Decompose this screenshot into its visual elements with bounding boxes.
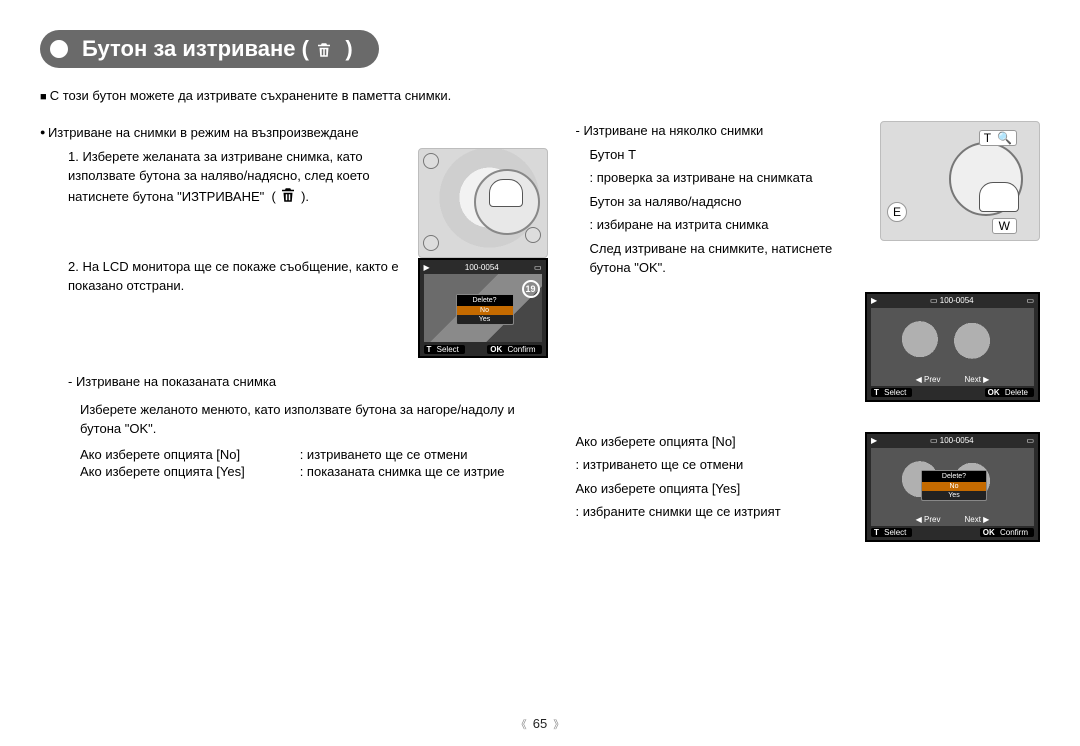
left-column: Изтриване на снимки в режим на възпроизв… <box>40 121 548 542</box>
trash-icon <box>315 41 333 59</box>
step1-text: 1. Изберете желаната за изтриване снимка… <box>68 148 404 207</box>
right-no-label: Ако изберете опцията [No] <box>576 432 851 452</box>
lcd-mock-multi-select: ▶▭ 100-0054▭ ◀ Prev Next ▶ T Select OK D… <box>865 292 1040 402</box>
lcd-mock-confirm-delete: ▶▭ 100-0054▭ Delete? No Yes ◀ Prev Next … <box>865 432 1040 542</box>
outcome-no-label: Ако изберете опцията [No] <box>80 447 288 462</box>
trash-icon <box>279 186 297 204</box>
right-btn-lr: Бутон за наляво/надясно <box>590 192 866 212</box>
right-btn-lr-desc: : избиране на изтрита снимка <box>590 215 866 235</box>
outcome-left: Ако изберете опцията [No] : изтриването … <box>80 447 548 479</box>
sub-delete-shown-body: Изберете желаното менюто, като използват… <box>80 400 548 439</box>
page-title: Бутон за изтриване <box>82 36 296 62</box>
badge-count: 19 <box>522 280 540 298</box>
lcd-mock-delete-dialog: ▶100-0054▭ 19 Delete? No Yes T Select OK… <box>418 258 548 358</box>
right-btn-t: Бутон T <box>590 145 866 165</box>
right-yes-label: Ако изберете опцията [Yes] <box>576 479 851 499</box>
camera-back-illustration <box>418 148 548 258</box>
title-icon-parens: ( ) <box>296 36 353 62</box>
right-no-result: : изтриването ще се отмени <box>576 455 851 475</box>
outcome-yes-result: : показаната снимка ще се изтрие <box>300 464 548 479</box>
page-header: Бутон за изтриване ( ) <box>40 30 1040 68</box>
lcd-multi-select-row: ▶▭ 100-0054▭ ◀ Prev Next ▶ T Select OK D… <box>572 292 1040 402</box>
page-number: 65 <box>510 716 570 732</box>
right-column: - Изтриване на няколко снимки Бутон T : … <box>572 121 1040 542</box>
right-btn-t-desc: : проверка за изтриване на снимката <box>590 168 866 188</box>
step1-row: 1. Изберете желаната за изтриване снимка… <box>40 148 548 258</box>
delete-dialog: Delete? No Yes <box>921 470 987 501</box>
outcome-no-result: : изтриването ще се отмени <box>300 447 548 462</box>
step2-text: 2. На LCD монитора ще се покаже съобщени… <box>68 258 404 296</box>
outcome-yes-label: Ако изберете опцията [Yes] <box>80 464 288 479</box>
right-after: След изтриване на снимките, натиснете бу… <box>590 239 866 278</box>
right-bottom-block: Ако изберете опцията [No] : изтриването … <box>572 432 1040 542</box>
sub-delete-shown-head: - Изтриване на показаната снимка <box>68 372 548 392</box>
step2-row: 2. На LCD монитора ще се покаже съобщени… <box>40 258 548 358</box>
right-yes-result: : избраните снимки ще се изтрият <box>576 502 851 522</box>
right-head: - Изтриване на няколко снимки <box>576 121 866 141</box>
intro-text: С този бутон можете да изтривате съхране… <box>40 88 1040 103</box>
section-playback-head: Изтриване на снимки в режим на възпроизв… <box>40 125 548 140</box>
delete-dialog: Delete? No Yes <box>456 294 514 325</box>
title-pill: Бутон за изтриване ( ) <box>40 30 379 68</box>
content-columns: Изтриване на снимки в режим на възпроизв… <box>40 121 1040 542</box>
right-top-block: - Изтриване на няколко снимки Бутон T : … <box>572 121 1040 282</box>
camera-zoom-illustration: T🔍 W E <box>880 121 1040 241</box>
